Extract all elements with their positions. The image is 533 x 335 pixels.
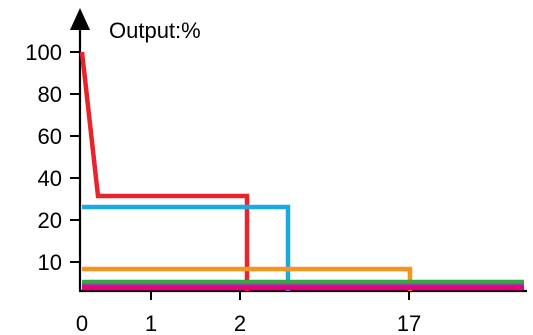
series-layer <box>82 52 524 291</box>
x-tick-label-1: 1 <box>145 311 157 335</box>
x-axis-ticks: 0 1 2 17 <box>76 291 421 335</box>
x-tick-label-17: 17 <box>397 311 421 335</box>
y-tick-label-60: 60 <box>38 124 62 149</box>
y-axis-title: Output:% <box>109 18 201 43</box>
y-tick-label-10: 10 <box>38 250 62 275</box>
x-tick-label-2: 2 <box>234 311 246 335</box>
y-tick-label-40: 40 <box>38 166 62 191</box>
y-tick-label-20: 20 <box>38 208 62 233</box>
series-line-1 <box>82 52 247 291</box>
y-axis-ticks: 100 80 60 40 20 10 <box>25 40 80 275</box>
series-line-2 <box>82 207 288 291</box>
y-tick-label-100: 100 <box>25 40 62 65</box>
y-tick-label-80: 80 <box>38 82 62 107</box>
x-tick-label-0: 0 <box>76 311 88 335</box>
y-axis-arrow-icon <box>70 8 90 30</box>
